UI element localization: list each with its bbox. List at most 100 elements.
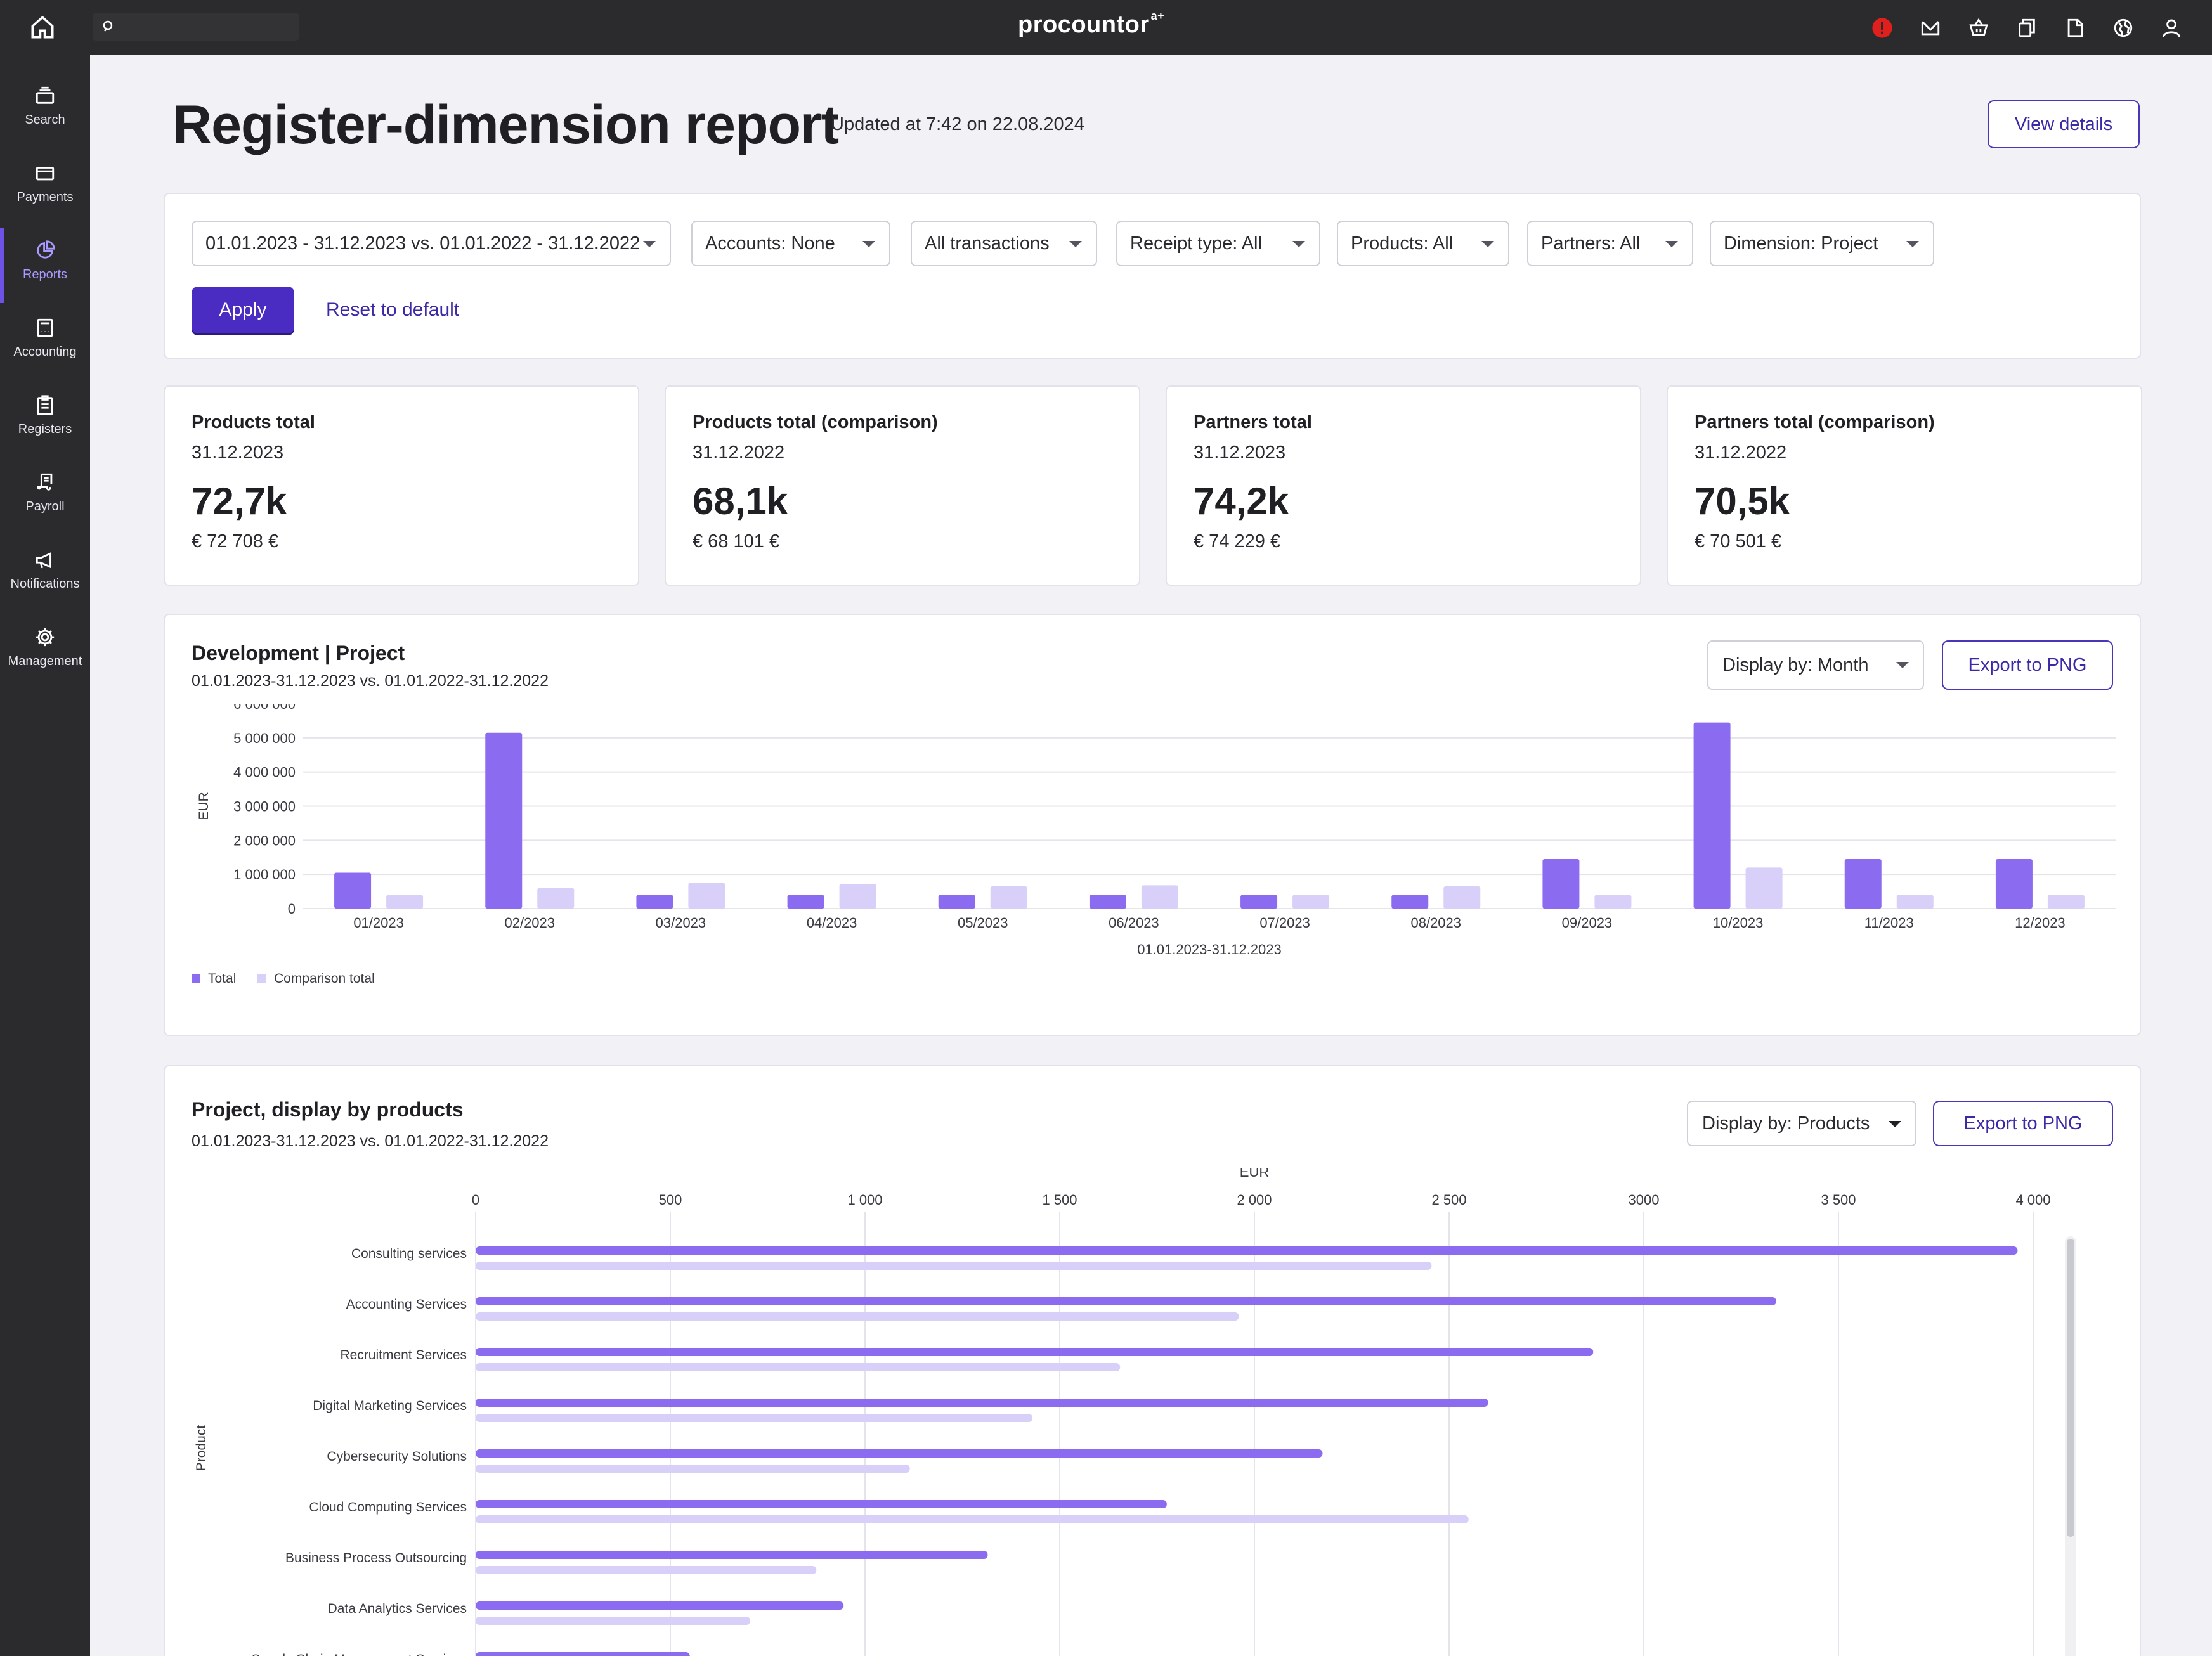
- chevron-down-icon: [1906, 241, 1919, 247]
- sidebar-item-label: Notifications: [10, 577, 80, 591]
- bar-comparison: [476, 1262, 1432, 1270]
- partners-select[interactable]: Partners: All: [1527, 221, 1693, 266]
- dimension-select[interactable]: Dimension: Project: [1710, 221, 1934, 266]
- bar-comparison: [1141, 885, 1178, 909]
- bar-comparison: [1443, 886, 1481, 909]
- search-icon: [103, 20, 113, 32]
- receipt-type-select[interactable]: Receipt type: All: [1116, 221, 1320, 266]
- payroll-icon: [37, 473, 53, 491]
- x-tick-label: 09/2023: [1562, 915, 1613, 931]
- chevron-down-icon: [1889, 1121, 1901, 1127]
- x-tick-label: 02/2023: [504, 915, 555, 931]
- sidebar-item-label: Payroll: [25, 500, 65, 514]
- basket-icon[interactable]: [1963, 13, 1994, 43]
- sidebar-item-payroll[interactable]: Payroll: [0, 460, 90, 527]
- legend-label-comparison: Comparison total: [274, 971, 375, 986]
- y-tick-label: Accounting Services: [346, 1297, 467, 1312]
- y-tick-label: Consulting services: [351, 1246, 467, 1261]
- calculator-icon: [37, 318, 53, 337]
- document-icon[interactable]: [2060, 13, 2090, 43]
- x-tick-label: 03/2023: [656, 915, 706, 931]
- bar-comparison: [386, 895, 424, 909]
- export-png-button[interactable]: Export to PNG: [1942, 640, 2113, 690]
- sidebar-item-label: Management: [8, 654, 82, 668]
- bar-comparison: [476, 1465, 910, 1473]
- stat-eur: € 70 501 €: [1695, 531, 1782, 552]
- gear-icon: [36, 628, 55, 647]
- sidebar-item-notifications[interactable]: Notifications: [0, 538, 90, 605]
- sidebar-item-registers[interactable]: Registers: [0, 383, 90, 450]
- display-by-month-select[interactable]: Display by: Month: [1707, 640, 1924, 690]
- apply-button[interactable]: Apply: [192, 287, 294, 333]
- y-tick-label: Cloud Computing Services: [309, 1500, 467, 1515]
- sidebar-item-search[interactable]: Search: [0, 74, 90, 141]
- x-tick-label: 2 500: [1431, 1192, 1466, 1208]
- global-search-input[interactable]: [93, 13, 299, 41]
- stat-date: 31.12.2023: [1194, 443, 1286, 463]
- updated-timestamp: Updated at 7:42 on 22.08.2024: [831, 114, 1084, 134]
- bar-total: [1693, 722, 1731, 909]
- accounts-select[interactable]: Accounts: None: [691, 221, 890, 266]
- bar-comparison: [476, 1414, 1033, 1422]
- sidebar-item-payments[interactable]: Payments: [0, 151, 90, 218]
- y-axis-label: EUR: [197, 792, 211, 820]
- sidebar-item-reports[interactable]: Reports: [0, 228, 90, 303]
- scrollbar-thumb: [2067, 1239, 2074, 1537]
- copy-icon[interactable]: [2012, 13, 2042, 43]
- sidebar-item-label: Accounting: [13, 345, 77, 359]
- x-tick-label: 06/2023: [1109, 915, 1159, 931]
- y-tick-label: 2 000 000: [233, 832, 296, 848]
- bar-comparison: [476, 1363, 1121, 1371]
- bar-total: [485, 732, 523, 909]
- sidebar-item-accounting[interactable]: Accounting: [0, 306, 90, 373]
- stat-value: 72,7k: [192, 480, 287, 522]
- sidebar-item-label: Search: [25, 113, 65, 127]
- y-tick-label: Digital Marketing Services: [313, 1399, 467, 1413]
- bar-comparison: [476, 1617, 750, 1625]
- stat-value: 70,5k: [1695, 480, 1790, 522]
- pie-chart-icon: [37, 240, 55, 259]
- reset-to-default-link[interactable]: Reset to default: [326, 299, 460, 320]
- filter-panel: 01.01.2023 - 31.12.2023 vs. 01.01.2022 -…: [164, 193, 2141, 359]
- products-select[interactable]: Products: All: [1337, 221, 1509, 266]
- bar-total: [476, 1399, 1488, 1407]
- bar-comparison: [1745, 867, 1783, 909]
- home-icon[interactable]: [29, 14, 56, 41]
- bar-total: [1542, 858, 1580, 909]
- x-tick-label: 4 000: [2015, 1192, 2050, 1208]
- bar-total: [476, 1348, 1594, 1356]
- partners-select-value: Partners: All: [1541, 233, 1641, 254]
- bar-comparison: [2047, 895, 2085, 909]
- globe-icon[interactable]: [2108, 13, 2138, 43]
- display-by-products-select[interactable]: Display by: Products: [1687, 1101, 1916, 1146]
- stat-label: Products total (comparison): [693, 412, 938, 432]
- x-tick-label: 11/2023: [1864, 915, 1914, 931]
- y-tick-label: 0: [288, 901, 296, 917]
- legend-swatch-total: [192, 974, 200, 983]
- y-tick-label: 4 000 000: [233, 765, 296, 780]
- export-png-button[interactable]: Export to PNG: [1933, 1101, 2113, 1146]
- chevron-down-icon: [1292, 241, 1305, 247]
- stat-label: Partners total: [1194, 412, 1312, 432]
- development-bar-chart: 0 1 000 000 2 000 000 3 000 000 4 000 000 5 0…: [192, 704, 2116, 986]
- products-select-value: Products: All: [1351, 233, 1454, 254]
- card-icon: [36, 167, 55, 181]
- x-axis-label: EUR: [1240, 1168, 1269, 1180]
- sidebar: Search Payments Reports Accounting Regis…: [0, 55, 90, 1656]
- view-details-button[interactable]: View details: [1988, 100, 2140, 148]
- period-select[interactable]: 01.01.2023 - 31.12.2023 vs. 01.01.2022 -…: [192, 221, 671, 266]
- stat-eur: € 68 101 €: [693, 531, 780, 552]
- legend-swatch-comparison: [257, 974, 266, 983]
- mail-icon[interactable]: [1915, 13, 1946, 43]
- display-by-value: Display by: Products: [1702, 1113, 1870, 1134]
- dimension-select-value: Dimension: Project: [1724, 233, 1878, 254]
- sidebar-item-management[interactable]: Management: [0, 615, 90, 682]
- transactions-select[interactable]: All transactions: [911, 221, 1097, 266]
- stat-value: 74,2k: [1194, 480, 1289, 522]
- bar-total: [334, 872, 372, 909]
- bar-total: [476, 1500, 1167, 1508]
- chevron-down-icon: [1069, 241, 1082, 247]
- user-icon[interactable]: [2156, 13, 2187, 43]
- stat-eur: € 74 229 €: [1194, 531, 1281, 552]
- alert-icon[interactable]: [1867, 13, 1897, 43]
